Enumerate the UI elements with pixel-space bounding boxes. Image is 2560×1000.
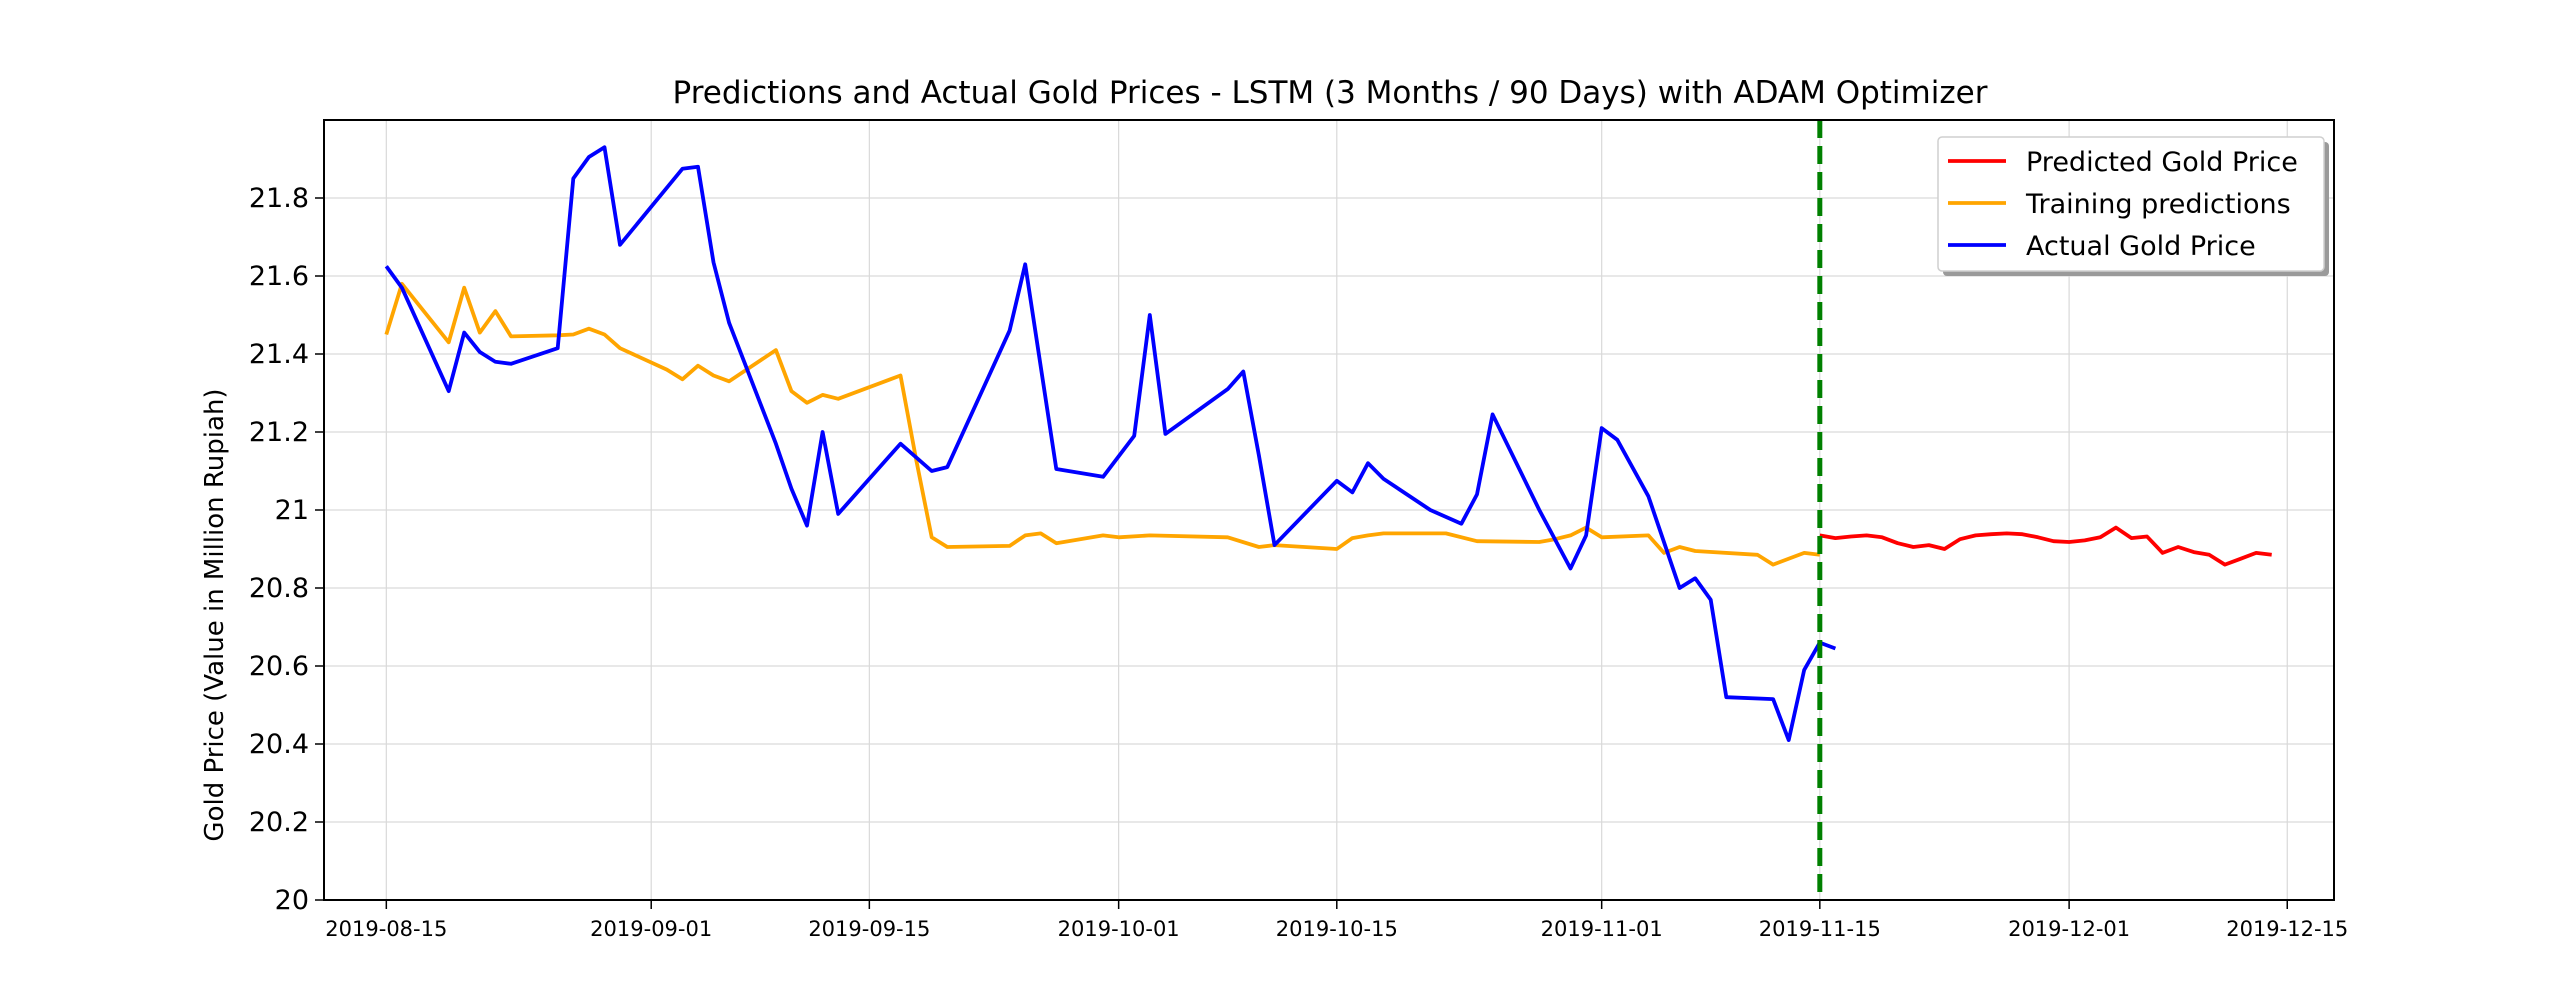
y-tick-label: 21.8 (249, 183, 309, 214)
x-tick-label: 2019-08-15 (325, 917, 447, 941)
x-tick-label: 2019-11-15 (1759, 917, 1881, 941)
y-tick-label: 21.2 (249, 417, 309, 448)
x-tick-label: 2019-12-15 (2226, 917, 2348, 941)
x-tick-label: 2019-10-15 (1276, 917, 1398, 941)
y-tick-label: 20 (275, 885, 309, 916)
legend-label-training-predictions: Training predictions (2025, 189, 2291, 220)
y-tick-label: 21.4 (249, 339, 309, 370)
legend-label-predicted-gold-price: Predicted Gold Price (2026, 147, 2298, 178)
x-tick-label: 2019-10-01 (1058, 917, 1180, 941)
series-line-predicted-gold-price (1819, 525, 2272, 567)
chart-title: Predictions and Actual Gold Prices - LST… (673, 75, 1988, 111)
x-tick-label: 2019-09-15 (808, 917, 930, 941)
y-tick-label: 21 (275, 495, 309, 526)
legend-box (1937, 136, 2325, 272)
x-axis: 2019-08-15 2019-09-01 2019-09-15 2019-10-01… (325, 900, 2348, 941)
y-tick-label: 20.2 (249, 807, 309, 838)
legend: Predicted Gold Price Training predictions… (1937, 136, 2329, 276)
y-axis: 20 20.2 20.4 20.6 20.8 21 21.2 21.4 21.6 21.8 (249, 183, 324, 916)
series-layer (384, 145, 2272, 742)
legend-label-actual-gold-price: Actual Gold Price (2026, 231, 2256, 262)
y-axis-label: Gold Price (Value in Million Rupiah) (200, 388, 230, 841)
x-tick-label: 2019-09-01 (590, 917, 712, 941)
y-tick-label: 20.4 (249, 729, 309, 760)
y-tick-label: 21.6 (249, 261, 309, 292)
series-line-actual-gold-price (384, 145, 1837, 742)
x-tick-label: 2019-11-01 (1541, 917, 1663, 941)
y-tick-label: 20.8 (249, 573, 309, 604)
x-tick-label: 2019-12-01 (2008, 917, 2130, 941)
y-tick-label: 20.6 (249, 651, 309, 682)
